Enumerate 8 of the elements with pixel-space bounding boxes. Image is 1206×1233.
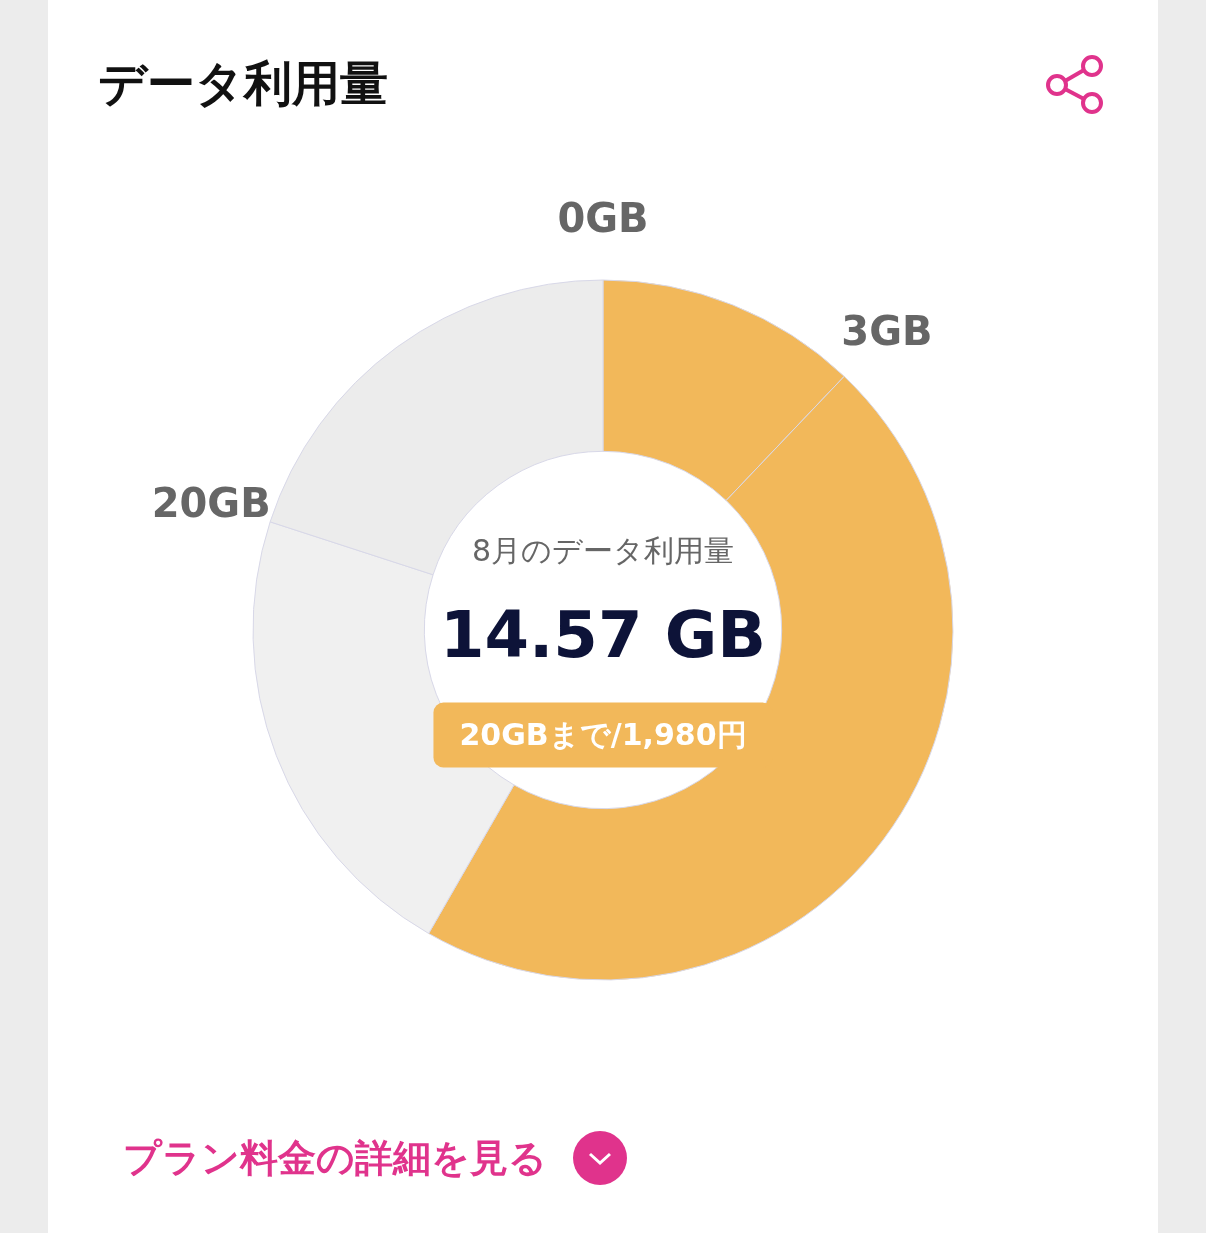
text: プラン料金の詳細を見る: [123, 1134, 547, 1182]
slice-label: 3GB: [841, 308, 933, 355]
slice-label: 20GB: [151, 479, 271, 526]
text: 8月のデータ利用量: [471, 531, 735, 570]
chart-title: データ利用量: [98, 54, 388, 113]
slice-label: 0GB: [557, 195, 649, 241]
text: 20GBまで/1,980円: [433, 702, 773, 768]
text: 14.57 GB: [439, 598, 767, 672]
